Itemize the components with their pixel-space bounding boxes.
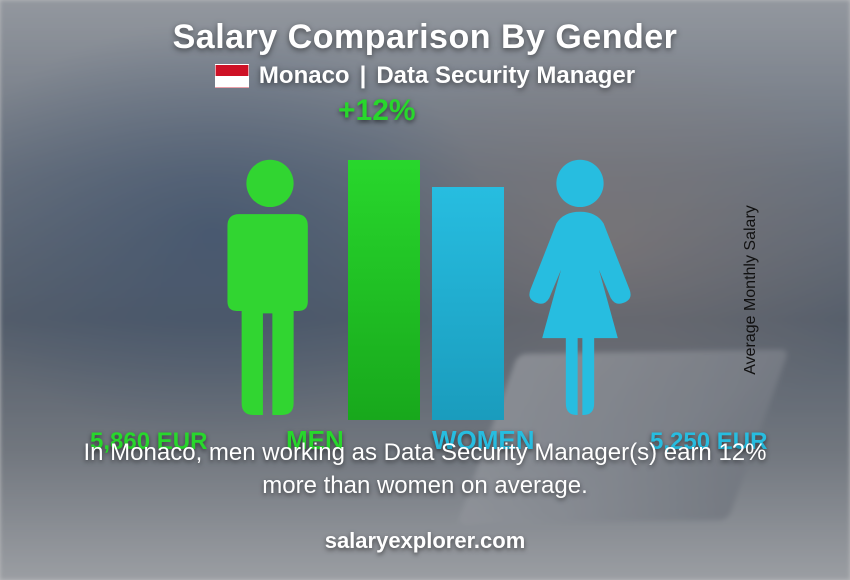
male-icon <box>210 155 330 420</box>
y-axis-label: Average Monthly Salary <box>742 205 760 375</box>
delta-badge: +12% <box>338 94 416 128</box>
person-female-icon <box>520 155 640 415</box>
female-icon <box>520 155 640 420</box>
country-label: Monaco <box>259 62 350 90</box>
footnote-text: In Monaco, men working as Data Security … <box>60 437 790 502</box>
role-label: Data Security Manager <box>376 62 635 90</box>
separator: | <box>360 62 367 90</box>
source-attribution: salaryexplorer.com <box>0 528 850 554</box>
person-male-icon <box>210 155 330 415</box>
monaco-flag-icon <box>215 64 249 88</box>
bar-men <box>348 160 420 420</box>
subtitle-row: Monaco | Data Security Manager <box>0 62 850 90</box>
bar-women <box>432 187 504 420</box>
gender-salary-chart: +12% 5,860 EUR 5,250 EUR MEN WOMEN <box>0 100 850 420</box>
page-title: Salary Comparison By Gender <box>0 18 850 57</box>
infographic-canvas: Salary Comparison By Gender Monaco | Dat… <box>0 0 850 580</box>
